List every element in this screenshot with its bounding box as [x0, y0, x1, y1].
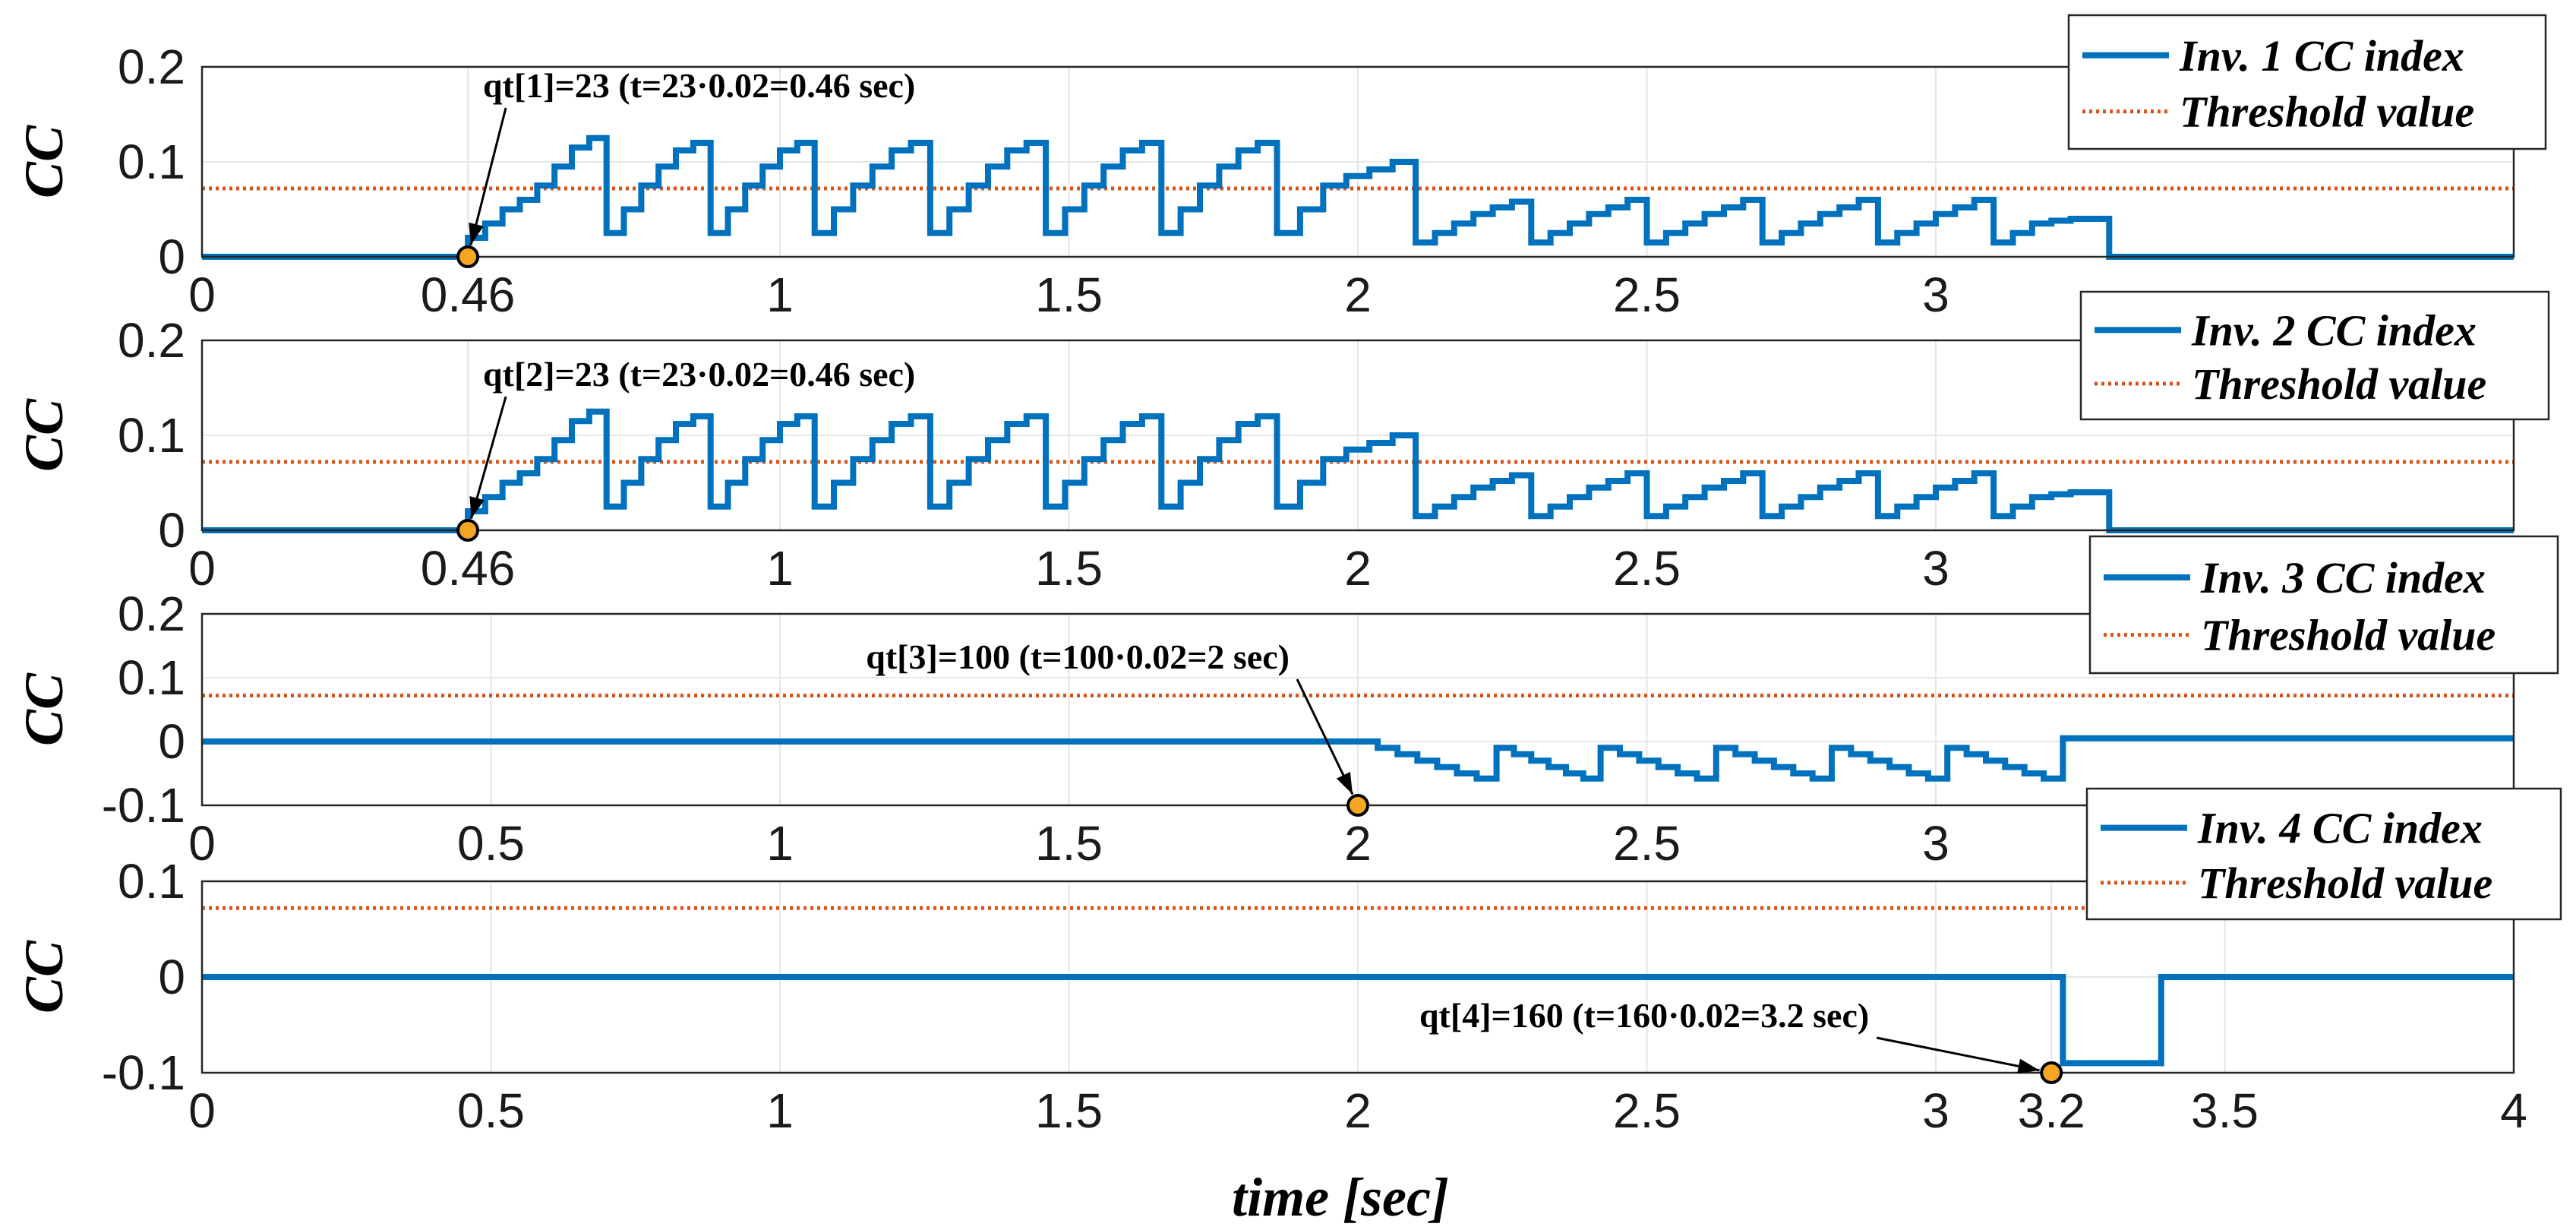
y-tick-label: -0.1: [102, 778, 185, 833]
x-tick-label: 0.5: [457, 1083, 525, 1138]
x-tick-label: 3: [1922, 267, 1949, 322]
y-tick-label: 0: [158, 714, 185, 769]
legend: Inv. 1 CC index Threshold value: [2067, 14, 2547, 150]
x-tick-label: 3: [1922, 816, 1949, 871]
y-tick-label: 0.1: [118, 854, 185, 909]
legend-box: [2079, 290, 2550, 421]
annotation-text: qt[2]=23 (t=23·0.02=0.46 sec): [483, 355, 915, 394]
y-tick-label: 0: [158, 229, 185, 284]
x-tick-label: 3.2: [2018, 1083, 2085, 1138]
cc-index-line: [202, 408, 2514, 533]
annotation-arrow: [1876, 1036, 2040, 1072]
arrow-head-icon: [469, 495, 485, 519]
x-tick-label: 1: [766, 267, 794, 322]
x-tick-label: 2.5: [1613, 267, 1681, 322]
x-tick-label: 2: [1344, 816, 1372, 871]
x-tick-label: 2.5: [1613, 541, 1681, 596]
legend-entry-threshold: Threshold value: [2198, 858, 2492, 908]
axes-box: [200, 65, 2515, 258]
x-axis-label: time [sec]: [1232, 1167, 1449, 1228]
annotation-text: qt[1]=23 (t=23·0.02=0.46 sec): [483, 66, 915, 105]
x-tick-label: 0: [188, 816, 216, 871]
legend-entry-cc: Inv. 2 CC index: [2191, 305, 2477, 355]
x-tick-label: 1.5: [1035, 541, 1103, 596]
y-tick-label: 0.1: [118, 408, 185, 463]
annotation-text: qt[4]=160 (t=160·0.02=3.2 sec): [1419, 996, 1869, 1035]
x-tick-label: 1: [766, 1083, 794, 1138]
y-tick-label: -0.1: [102, 1045, 185, 1100]
y-tick-label: 0.1: [118, 134, 185, 189]
axes-box: [200, 339, 2515, 532]
x-tick-label: 3.5: [2191, 1083, 2259, 1138]
legend-box: [2088, 535, 2559, 675]
x-tick-label: 0.46: [421, 541, 516, 596]
legend: Inv. 3 CC index Threshold value: [2088, 535, 2559, 675]
legend-entry-cc: Inv. 1 CC index: [2179, 31, 2464, 81]
annotation-arrow: [1296, 678, 1354, 795]
x-tick-label: 0: [188, 541, 216, 596]
x-tick-label: 0.46: [421, 267, 516, 322]
y-tick-label: 0.2: [118, 40, 185, 94]
legend-entry-threshold: Threshold value: [2192, 359, 2486, 409]
event-marker: [456, 245, 480, 268]
x-tick-label: 1.5: [1035, 267, 1103, 322]
x-tick-label: 2: [1344, 541, 1372, 596]
arrow-head-icon: [1336, 772, 1353, 795]
x-tick-label: 1.5: [1035, 816, 1103, 871]
legend-entry-cc: Inv. 4 CC index: [2197, 804, 2483, 853]
y-axis-label: CC: [14, 672, 74, 746]
annotation-text: qt[3]=100 (t=100·0.02=2 sec): [866, 637, 1290, 676]
y-tick-label: 0.1: [118, 650, 185, 705]
arrow-head-icon: [2017, 1058, 2040, 1074]
axes-box: [200, 880, 2515, 1074]
x-tick-label: 1.5: [1035, 1083, 1103, 1138]
event-marker: [456, 519, 480, 542]
y-tick-label: 0: [158, 950, 185, 1004]
legend-entry-threshold: Threshold value: [2201, 611, 2496, 660]
y-axis-label: CC: [14, 398, 74, 472]
y-tick-label: 0.2: [118, 313, 185, 368]
x-tick-label: 4: [2500, 1083, 2527, 1138]
y-axis-label: CC: [14, 940, 74, 1013]
legend-box: [2067, 14, 2547, 150]
cc-index-line: [202, 134, 2514, 260]
event-marker: [1346, 794, 1369, 817]
legend-entry-threshold: Threshold value: [2180, 87, 2474, 137]
annotation-arrow: [469, 107, 507, 245]
x-tick-label: 0: [188, 267, 216, 322]
x-tick-label: 2: [1344, 1083, 1372, 1138]
arrow-head-icon: [469, 222, 484, 245]
panel-1: 0 0.46 1 1.5 2 2.5 3 0 0.1 0.2 CC qt[1]=23 (t=23·0.…: [14, 14, 2547, 322]
panel-2: 0 0.46 1 1.5 2 2.5 3 0 0.1 0.2 CC qt[2]=23 (t=23·0.…: [14, 290, 2550, 596]
legend-box: [2085, 787, 2562, 921]
y-tick-label: 0: [158, 503, 185, 558]
x-tick-label: 2.5: [1613, 816, 1681, 871]
cc-index-line: [202, 974, 2514, 1067]
x-tick-label: 0.5: [457, 816, 525, 871]
legend: Inv. 4 CC index Threshold value: [2085, 787, 2562, 921]
x-tick-label: 0: [188, 1083, 216, 1138]
x-tick-label: 2.5: [1613, 1083, 1681, 1138]
panel-4: 0 0.5 1 1.5 2 2.5 3 3.2 3.5 4-0.100.1CCqt[4]=160 …: [14, 787, 2562, 1138]
y-tick-label: 0.2: [118, 587, 185, 641]
event-marker: [2040, 1061, 2063, 1084]
x-tick-label: 2: [1344, 267, 1372, 322]
x-tick-label: 3: [1922, 541, 1949, 596]
legend-entry-cc: Inv. 3 CC index: [2200, 553, 2486, 602]
y-axis-label: CC: [14, 125, 74, 198]
cc-index-line: [202, 735, 2514, 782]
x-tick-label: 1: [766, 541, 794, 596]
x-tick-label: 3: [1922, 1083, 1949, 1138]
x-tick-label: 1: [766, 816, 794, 871]
